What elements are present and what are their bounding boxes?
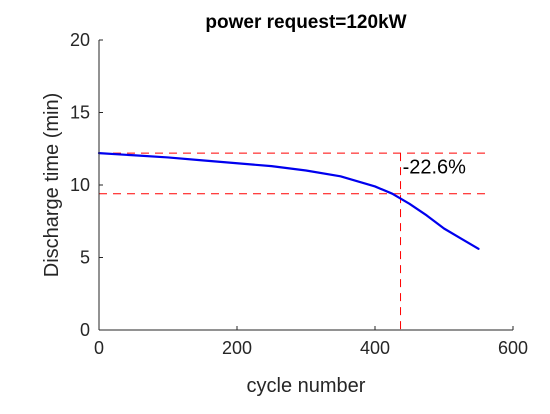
x-tick-label: 0 [94,338,104,358]
chart-title: power request=120kW [205,12,406,33]
plot-area [99,40,513,330]
reference-lines [99,152,486,330]
y-tick-label: 15 [70,103,90,123]
y-tick-label: 10 [70,175,90,195]
series-line-0 [97,152,480,250]
x-axis-label: cycle number [247,375,366,397]
annotation-label: -22.6% [403,156,467,178]
x-tick-label: 600 [498,338,528,358]
y-tick-label: 0 [80,320,90,340]
series-layer [97,152,480,250]
y-axis-label: Discharge time (min) [41,93,63,277]
x-ticks: 0 200 400 600 [94,326,528,358]
y-ticks: 0 5 10 15 20 [70,30,103,340]
y-tick-label: 20 [70,30,90,50]
y-tick-label: 5 [80,248,90,268]
x-tick-label: 400 [360,338,390,358]
x-tick-label: 200 [222,338,252,358]
